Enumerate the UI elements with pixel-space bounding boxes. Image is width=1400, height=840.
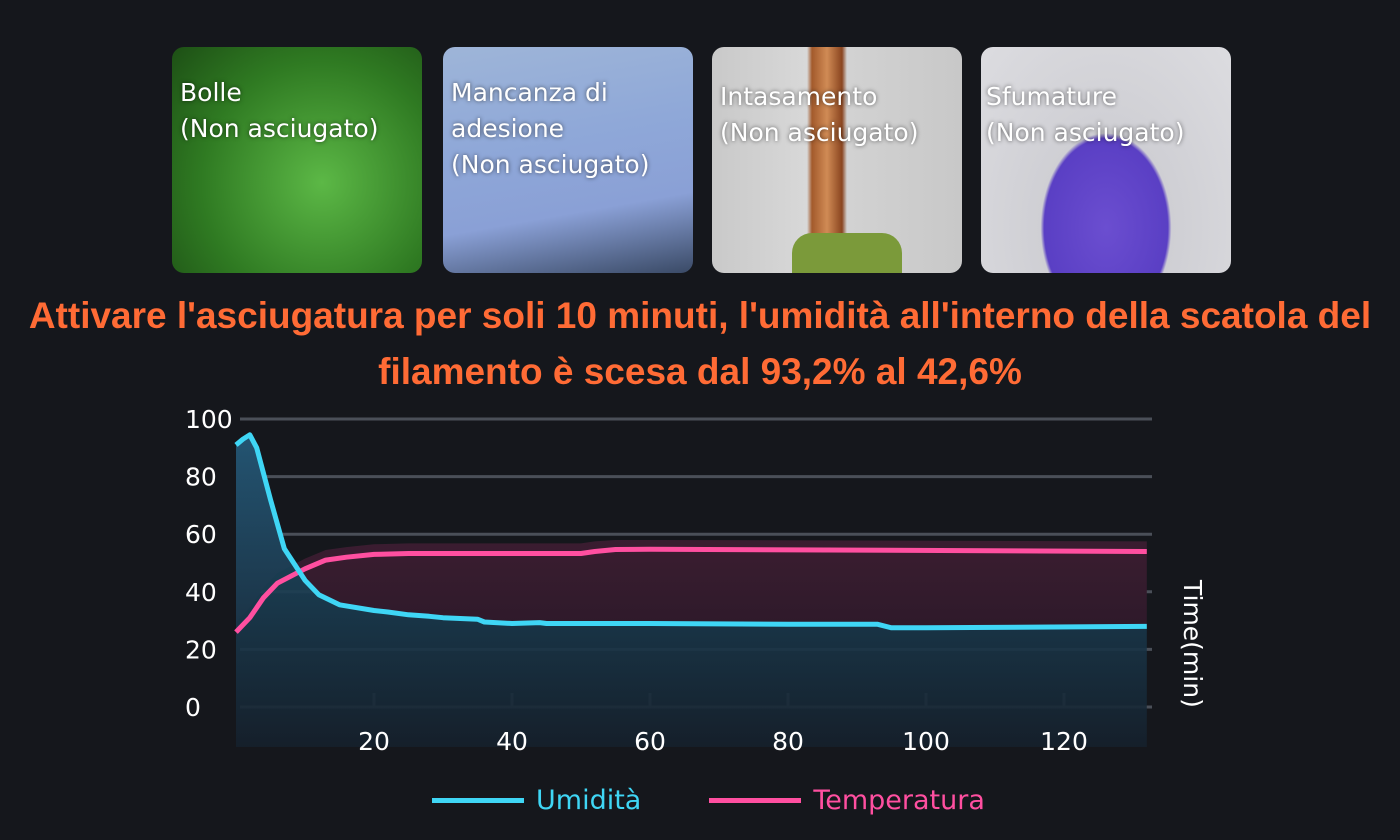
photo-stringing: Sfumature (Non asciugato) [981,47,1231,273]
x-tick-label: 120 [1040,727,1088,756]
photo-caption: Bolle (Non asciugato) [180,78,379,143]
photo-caption: Intasamento (Non asciugato) [720,82,919,147]
x-tick-label: 60 [634,727,666,756]
photo-bubbles: Bolle (Non asciugato) [172,47,422,273]
legend-swatch-humidity [432,798,524,803]
legend-swatch-temperature [709,798,802,803]
photo-caption: Sfumature (Non asciugato) [986,82,1185,147]
x-tick-label: 20 [358,727,390,756]
humidity-area [236,434,1147,747]
photo-adhesion: Mancanza di adesione (Non asciugato) [443,47,693,273]
x-tick-label: 40 [496,727,528,756]
y-tick-label: 40 [185,578,217,607]
photo-caption: Mancanza di adesione (Non asciugato) [451,78,650,179]
y-tick-label: 80 [185,463,217,492]
humidity-temperature-chart: 0 20 40 60 80 100 20 40 60 80 100 120 Time(min) [185,405,1207,756]
legend-label-temperature: Temperatura [813,785,985,816]
temperature-area [236,434,1147,628]
y-tick-label: 20 [185,635,217,664]
x-axis-label: Time(min) [1178,579,1207,708]
legend: Umidità Temperatura [432,785,985,816]
x-tick-label: 80 [772,727,804,756]
y-tick-label: 60 [185,520,217,549]
y-tick-label: 0 [185,693,201,722]
x-tick-label: 100 [902,727,950,756]
headline: Attivare l'asciugatura per soli 10 minut… [28,295,1372,392]
legend-label-humidity: Umidità [536,785,642,816]
y-tick-label: 100 [185,405,233,434]
temperature-line [234,546,1147,634]
humidity-line [234,432,1147,631]
photo-clogging: Intasamento (Non asciugato) [712,47,962,273]
